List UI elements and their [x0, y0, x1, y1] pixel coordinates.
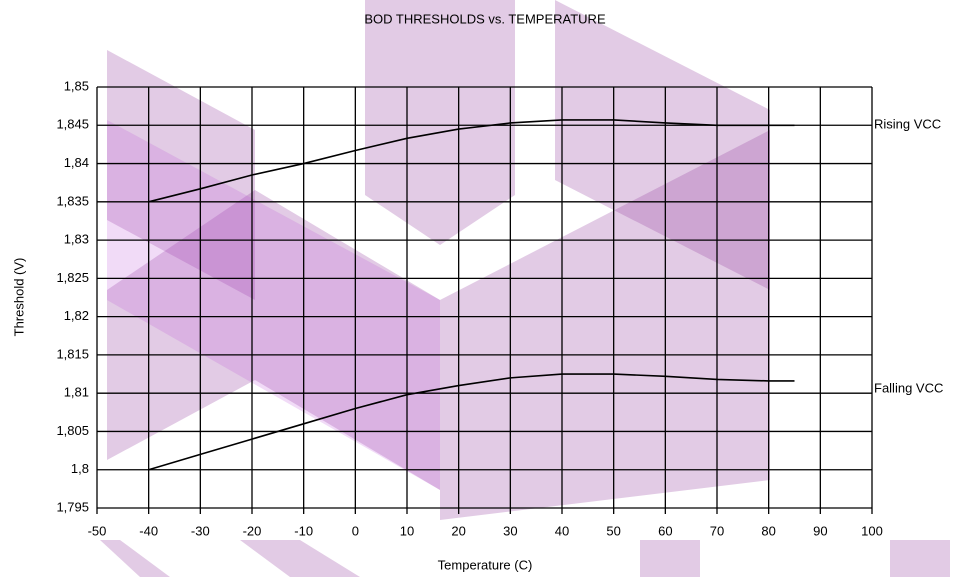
- x-tick-label: 50: [606, 523, 620, 538]
- x-tick-label: -50: [88, 523, 107, 538]
- series-label: Rising VCC: [874, 117, 941, 132]
- y-tick-label: 1,83: [64, 232, 89, 247]
- y-tick-label: 1,835: [56, 193, 89, 208]
- watermark: [100, 0, 950, 577]
- y-tick-label: 1,845: [56, 117, 89, 132]
- x-tick-label: -10: [294, 523, 313, 538]
- x-tick-label: 10: [400, 523, 414, 538]
- x-tick-label: 40: [555, 523, 569, 538]
- x-tick-label: -40: [139, 523, 158, 538]
- series-line: [148, 119, 795, 203]
- x-tick-label: 90: [813, 523, 827, 538]
- y-tick-label: 1,825: [56, 270, 89, 285]
- y-tick-label: 1,795: [56, 499, 89, 514]
- x-tick-label: -20: [243, 523, 262, 538]
- x-tick-label: 60: [658, 523, 672, 538]
- x-tick-label: 80: [761, 523, 775, 538]
- y-tick-label: 1,8: [71, 461, 89, 476]
- x-tick-label: 70: [710, 523, 724, 538]
- y-axis-label: Threshold (V): [11, 258, 26, 337]
- y-tick-label: 1,82: [64, 308, 89, 323]
- y-tick-label: 1,805: [56, 423, 89, 438]
- series-label: Falling VCC: [874, 380, 943, 395]
- y-tick-label: 1,84: [64, 155, 89, 170]
- series-line: [148, 373, 795, 471]
- y-tick-label: 1,815: [56, 346, 89, 361]
- y-tick-label: 1,81: [64, 385, 89, 400]
- x-tick-label: 100: [861, 523, 883, 538]
- y-tick-label: 1,85: [64, 78, 89, 93]
- x-tick-label: 0: [352, 523, 359, 538]
- chart-title: BOD THRESHOLDS vs. TEMPERATURE: [364, 11, 606, 26]
- x-tick-label: 30: [503, 523, 517, 538]
- x-axis-label: Temperature (C): [438, 557, 533, 572]
- x-tick-label: -30: [191, 523, 210, 538]
- x-tick-label: 20: [451, 523, 465, 538]
